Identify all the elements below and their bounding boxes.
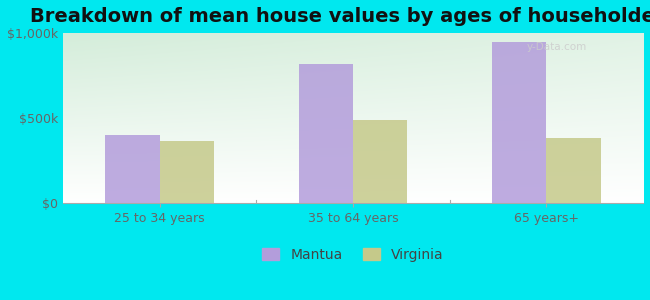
Text: y-Data.com: y-Data.com <box>527 42 588 52</box>
Title: Breakdown of mean house values by ages of householders: Breakdown of mean house values by ages o… <box>30 7 650 26</box>
Legend: Mantua, Virginia: Mantua, Virginia <box>257 242 449 267</box>
Bar <box>353 120 407 203</box>
Bar <box>299 64 353 203</box>
Bar <box>160 141 214 203</box>
Bar <box>105 135 160 203</box>
Bar <box>547 138 601 203</box>
Bar <box>492 42 547 203</box>
